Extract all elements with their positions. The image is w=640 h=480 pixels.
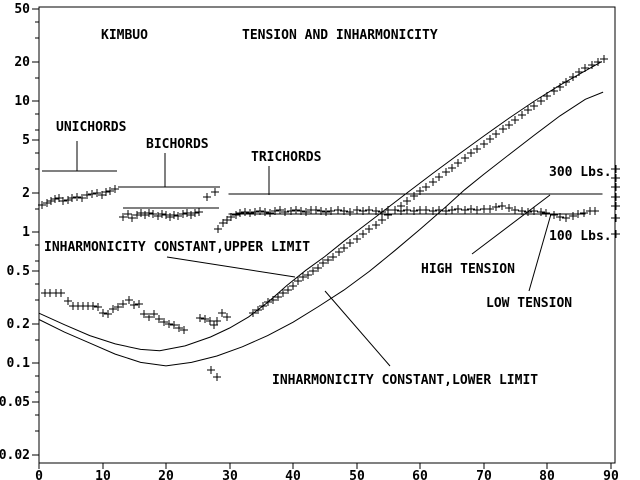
high-tension-label: HIGH TENSION [421,262,515,277]
x-axis: 0 10 20 30 40 50 60 70 80 90 [35,463,619,480]
bichords-points [119,188,219,222]
svg-text:1: 1 [22,225,30,240]
svg-text:0: 0 [35,469,43,480]
measured-inharmonicity-points [41,55,608,381]
leader-lines [76,141,552,367]
100-lbs-label: 100 Lbs. [549,229,612,244]
svg-text:0.1: 0.1 [7,356,31,371]
bichords-label: BICHORDS [146,137,209,152]
svg-text:50: 50 [349,469,365,480]
inharmonicity-constant-upper-limit-curve [38,61,603,352]
svg-text:40: 40 [285,469,301,480]
trichords-label: TRICHORDS [251,150,322,165]
svg-text:60: 60 [412,469,428,480]
trichords-points [214,202,599,233]
low-tension-label: LOW TENSION [486,296,573,311]
svg-text:0.5: 0.5 [7,264,30,279]
svg-text:90: 90 [603,469,619,480]
chart-title: TENSION AND INHARMONICITY [242,28,438,43]
unichords-label: UNICHORDS [56,120,127,135]
300-lbs-label: 300 Lbs. [549,165,612,180]
right-axis-tension-ticks [611,165,620,238]
chart-subtitle-kimbuo: KIMBUO [101,28,148,43]
unichords-points [38,185,119,209]
svg-text:20: 20 [14,55,30,70]
svg-text:10: 10 [14,94,30,109]
svg-text:50: 50 [14,2,30,17]
y-axis: 50 20 10 5 2 1 0.5 0.2 0.1 0.05 0.02 [0,2,39,463]
svg-text:80: 80 [539,469,555,480]
svg-text:30: 30 [222,469,238,480]
svg-text:0.05: 0.05 [0,395,30,410]
svg-text:0.02: 0.02 [0,448,30,463]
svg-text:70: 70 [476,469,492,480]
inharmonicity-upper-limit-label: INHARMONICITY CONSTANT,UPPER LIMIT [44,240,311,255]
svg-text:2: 2 [22,186,30,201]
inharmonicity-lower-limit-label: INHARMONICITY CONSTANT,LOWER LIMIT [272,373,539,388]
svg-text:5: 5 [22,133,30,148]
svg-text:20: 20 [158,469,174,480]
svg-text:10: 10 [95,469,111,480]
svg-text:0.2: 0.2 [7,317,30,332]
plot-frame [38,6,616,464]
